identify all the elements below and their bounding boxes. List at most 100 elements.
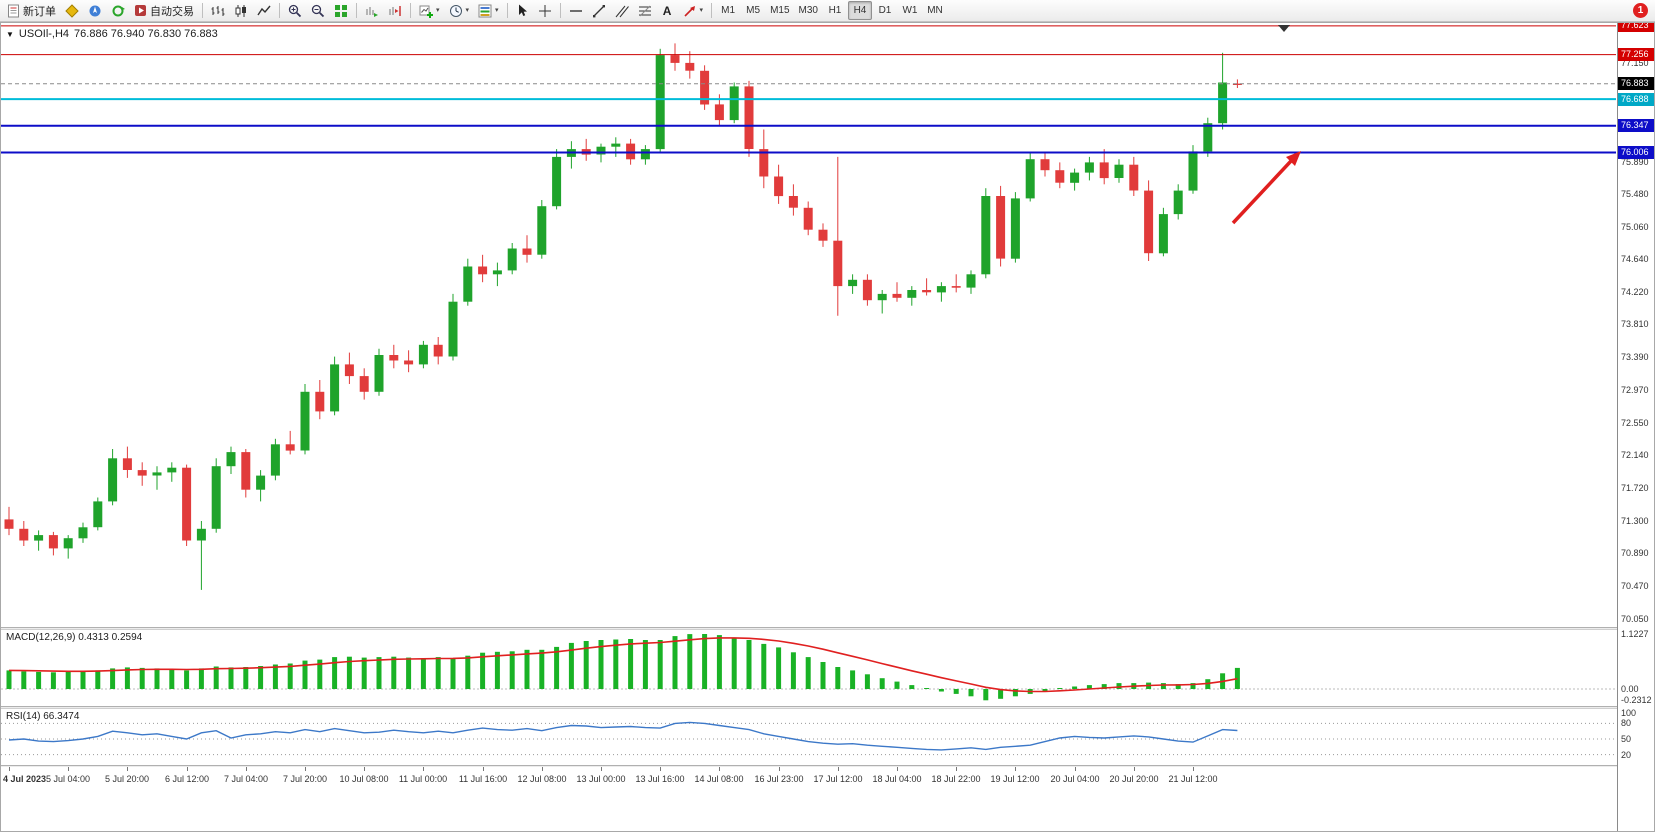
time-tick [9,767,10,771]
macd-axis-label: -0.2312 [1621,695,1652,705]
channel-button[interactable] [611,1,633,20]
timeframe-mn-button[interactable]: MN [923,1,947,20]
market-watch-button[interactable] [61,1,83,20]
zoom-in-button[interactable] [284,1,306,20]
cursor-button[interactable] [512,1,533,20]
horizontal-line-button[interactable] [565,1,587,20]
crosshair-button[interactable] [534,1,556,20]
new-order-button[interactable]: 新订单 [3,1,60,20]
dropdown-caret-icon: ▾ [699,7,704,14]
price-axis-label: 71.300 [1621,516,1649,526]
price-badge-support-1[interactable]: 76.347 [1618,119,1654,132]
time-tick [127,767,128,771]
new-chart-icon [419,4,433,18]
line-chart-button[interactable] [253,1,275,20]
rsi-axis-label: 20 [1621,750,1632,760]
time-tick [542,767,543,771]
bar-chart-button[interactable] [207,1,229,20]
chart-symbol-period: USOIl-,H4 [18,28,70,40]
trendline-icon [592,4,606,18]
time-axis[interactable]: 4 Jul 2023 5 Jul 04:00 5 Jul 20:00 6 Jul 12… [1,767,1617,791]
arrow-annotation [1231,151,1301,225]
macd-signal-line [8,637,1238,693]
timeframe-m15-button[interactable]: M15 [766,1,793,20]
toolbar-separator [559,3,561,18]
time-tick [423,767,424,771]
rsi-header: RSI(14) 66.3474 [6,711,80,722]
auto-trading-label: 自动交易 [150,5,194,18]
price-badge-resistance[interactable]: 77.256 [1618,48,1654,61]
zoom-out-button[interactable] [307,1,329,20]
toolbar-separator [202,3,203,18]
timeframe-m1-button[interactable]: M1 [716,1,740,20]
equidistant-channel-icon [615,4,629,18]
main-toolbar: 新订单 自动交易 [0,0,1655,22]
toolbar-separator [410,3,411,18]
auto-trading-icon [134,4,147,17]
candlestick-button[interactable] [230,1,252,20]
market-watch-icon [65,3,79,18]
trendline-button[interactable] [588,1,610,20]
time-tick [897,767,898,771]
time-tick [1134,767,1135,771]
price-chart[interactable] [1,23,1616,627]
cursor-icon [516,4,529,17]
navigator-icon [88,4,102,18]
timeframe-m5-button[interactable]: M5 [741,1,765,20]
price-axis[interactable]: 77.150 75.890 75.480 75.060 74.640 74.220 73.8… [1617,23,1654,831]
time-axis-label: 19 Jul 12:00 [990,774,1040,784]
terminal-button[interactable] [107,1,129,20]
time-axis-label: 11 Jul 00:00 [398,774,448,784]
collapse-icon[interactable]: ▼ [6,29,14,39]
periods-button[interactable]: ▾ [445,1,474,20]
timeframe-w1-button[interactable]: W1 [898,1,922,20]
timeframe-h1-button[interactable]: H1 [823,1,847,20]
price-badge-support-2[interactable]: 76.006 [1618,146,1654,159]
price-badge-resistance-upper[interactable]: 77.623 [1618,23,1654,32]
time-axis-label: 20 Jul 20:00 [1109,774,1159,784]
rsi-panel[interactable] [1,709,1616,765]
new-order-label: 新订单 [23,5,56,18]
time-axis-label: 14 Jul 08:00 [694,774,744,784]
time-tick [364,767,365,771]
macd-axis-label: 0.00 [1621,684,1639,694]
chart-shift-button[interactable] [384,1,406,20]
price-badge-level-cyan[interactable]: 76.688 [1618,93,1654,106]
time-axis-label: 18 Jul 22:00 [931,774,981,784]
arrows-tool-button[interactable]: ▾ [679,1,708,20]
line-chart-icon [257,4,271,18]
price-axis-label: 70.470 [1621,581,1649,591]
clock-icon [449,4,463,18]
templates-button[interactable]: ▾ [474,1,503,20]
chart-window: ▼ USOIl-,H4 76.886 76.940 76.830 76.883 … [0,22,1655,832]
time-tick [1193,767,1194,771]
zoom-out-icon [311,4,325,18]
time-axis-label: 21 Jul 12:00 [1168,774,1218,784]
panel-divider[interactable] [1,627,1617,630]
new-chart-button[interactable]: ▾ [415,1,444,20]
macd-panel[interactable] [1,630,1616,706]
navigator-button[interactable] [84,1,106,20]
price-axis-label: 72.140 [1621,450,1649,460]
time-tick [779,767,780,771]
time-axis-label: 6 Jul 12:00 [164,774,210,784]
time-axis-label: 5 Jul 04:00 [45,774,91,784]
timeframe-h4-button[interactable]: H4 [847,1,872,20]
tile-windows-button[interactable] [330,1,352,20]
time-axis-label: 12 Jul 08:00 [517,774,567,784]
notification-badge[interactable]: 1 [1633,3,1648,18]
arrow-tool-icon [683,4,697,18]
timeframe-d1-button[interactable]: D1 [873,1,897,20]
auto-trading-button[interactable]: 自动交易 [130,1,198,20]
candlestick-icon [234,4,248,18]
panel-divider[interactable] [1,706,1617,709]
timeframe-m30-button[interactable]: M30 [795,1,822,20]
price-badge-bid-line[interactable]: 76.883 [1618,77,1654,90]
chart-shift-icon [388,4,402,18]
fibonacci-button[interactable] [634,1,656,20]
text-tool-button[interactable]: A [657,1,678,20]
time-axis-label: 13 Jul 00:00 [576,774,626,784]
auto-scroll-button[interactable] [361,1,383,20]
price-axis-label: 70.890 [1621,548,1649,558]
price-axis-label: 74.220 [1621,287,1649,297]
